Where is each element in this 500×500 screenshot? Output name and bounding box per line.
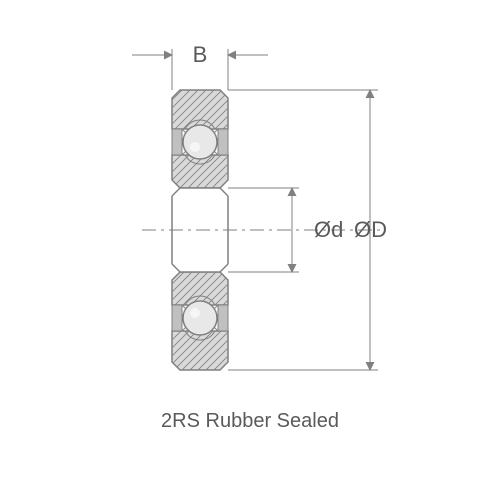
caption-text: 2RS Rubber Sealed bbox=[0, 410, 500, 433]
inner-diameter-label: Ød bbox=[314, 217, 343, 242]
diagram-container: B Ød ØD 2RS Rubber Sealed bbox=[0, 0, 500, 500]
outer-diameter-label: ØD bbox=[354, 217, 387, 242]
width-label: B bbox=[193, 42, 208, 67]
